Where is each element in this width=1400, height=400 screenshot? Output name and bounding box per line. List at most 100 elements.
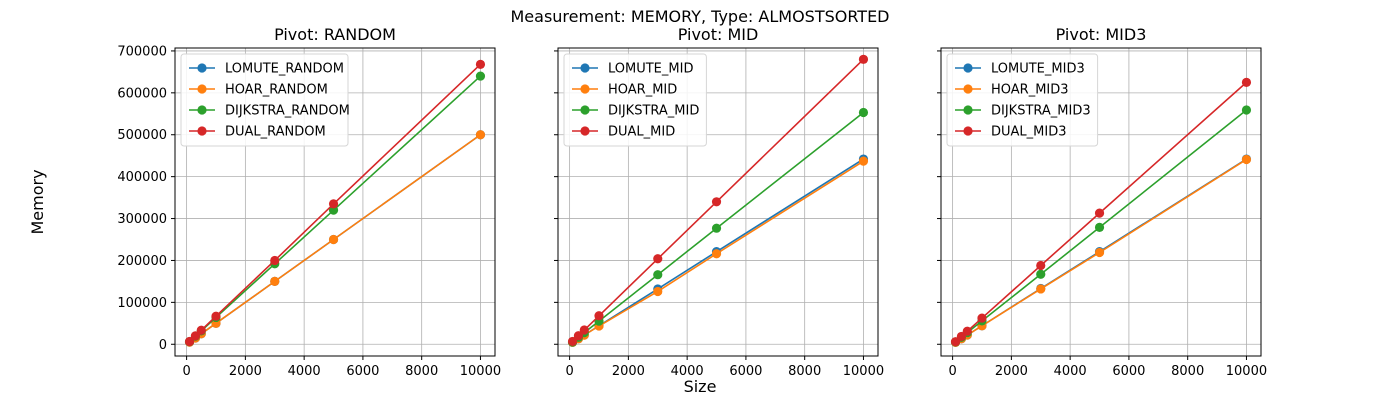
- legend-label: DIJKSTRA_RANDOM: [225, 104, 350, 119]
- data-point: [1094, 222, 1105, 232]
- subplot-1: 0 2000 4000 6000 8000 10000010000020000030000…: [117, 25, 501, 379]
- legend-label: LOMUTE_RANDOM: [225, 62, 344, 77]
- y-tick-label: 400000: [117, 170, 167, 185]
- data-point: [858, 107, 869, 118]
- y-tick-label: 0: [159, 338, 167, 353]
- legend-label: HOAR_MID: [608, 83, 677, 98]
- legend-entry: DIJKSTRA_MID3: [955, 104, 1091, 119]
- data-point: [328, 234, 339, 245]
- legend: LOMUTE_RANDOM HOAR_RANDOM DIJKSTRA_RANDOM D…: [180, 53, 350, 147]
- legend-marker: [963, 105, 973, 115]
- legend-marker: [197, 63, 207, 73]
- data-point: [211, 311, 221, 321]
- data-point: [653, 270, 663, 280]
- x-tick-label: 6000: [1112, 364, 1145, 379]
- x-tick-label: 2000: [229, 364, 262, 379]
- y-tick-label: 600000: [117, 86, 167, 101]
- data-point: [711, 249, 722, 259]
- data-point: [1094, 247, 1105, 258]
- data-point: [1036, 260, 1046, 271]
- series-DUAL_MID3: [950, 77, 1252, 347]
- legend-marker: [580, 63, 590, 73]
- subplot-title: Pivot: MID3: [1056, 25, 1147, 44]
- data-point: [858, 54, 869, 64]
- legend-entry: DIJKSTRA_RANDOM: [189, 104, 350, 119]
- legend-entry: LOMUTE_RANDOM: [189, 62, 344, 77]
- legend-label: DUAL_RANDOM: [225, 125, 326, 140]
- legend-label: DUAL_MID: [608, 125, 675, 140]
- x-tick-label: 4000: [671, 364, 704, 379]
- data-point: [270, 276, 280, 287]
- data-point: [475, 71, 486, 81]
- legend-marker: [580, 84, 590, 94]
- legend-label: DIJKSTRA_MID: [608, 104, 699, 119]
- legend-marker: [197, 84, 207, 94]
- data-point: [950, 337, 961, 347]
- data-point: [1036, 269, 1046, 279]
- x-tick-label: 8000: [405, 364, 438, 379]
- x-tick-label: 0: [948, 364, 956, 379]
- x-tick-label: 4000: [1054, 364, 1087, 379]
- data-point: [1036, 284, 1046, 294]
- legend-marker: [580, 126, 590, 136]
- data-point: [594, 311, 604, 321]
- y-tick-label: 700000: [117, 44, 167, 59]
- figure-xlabel: Size: [684, 377, 717, 396]
- x-tick-label: 0: [182, 364, 190, 379]
- figure-ylabel: Memory: [28, 169, 47, 234]
- legend-box: [563, 53, 707, 147]
- subplots: 0 2000 4000 6000 8000 10000010000020000030000…: [117, 25, 1267, 379]
- legend-entry: DUAL_MID3: [955, 125, 1067, 140]
- axes-frame: [557, 47, 879, 357]
- figure-suptitle: Measurement: MEMORY, Type: ALMOSTSORTED: [511, 7, 890, 26]
- y-tick-label: 300000: [117, 212, 167, 227]
- legend-entry: HOAR_RANDOM: [189, 83, 328, 98]
- data-point: [475, 59, 486, 69]
- data-point: [196, 325, 206, 335]
- x-tick-label: 10000: [1226, 364, 1267, 379]
- data-point: [573, 331, 584, 341]
- data-point: [1241, 77, 1252, 87]
- legend-label: DIJKSTRA_MID3: [991, 104, 1091, 119]
- x-tick-label: 6000: [346, 364, 379, 379]
- data-point: [977, 313, 987, 323]
- x-tick-label: 2000: [612, 364, 645, 379]
- series-DUAL_MID: [567, 54, 869, 347]
- legend-label: DUAL_MID3: [991, 125, 1067, 140]
- legend-entry: DUAL_RANDOM: [189, 125, 326, 140]
- legend-entry: LOMUTE_MID: [572, 62, 693, 77]
- legend: LOMUTE_MID3 HOAR_MID3 DIJKSTRA_MID3 DUAL_MI…: [946, 53, 1099, 147]
- legend-marker: [963, 63, 973, 73]
- data-point: [328, 199, 339, 209]
- legend-marker: [963, 126, 973, 136]
- data-point: [1241, 154, 1252, 165]
- legend: LOMUTE_MID HOAR_MID DIJKSTRA_MID DUAL_MID: [563, 53, 707, 147]
- legend-box: [180, 53, 349, 147]
- subplot-title: Pivot: MID: [678, 25, 759, 44]
- data-point: [579, 325, 589, 335]
- legend-entry: DUAL_MID: [572, 125, 675, 140]
- data-point: [858, 156, 869, 166]
- x-tick-label: 8000: [788, 364, 821, 379]
- y-tick-label: 100000: [117, 296, 167, 311]
- data-point: [711, 197, 722, 207]
- legend-marker: [580, 105, 590, 115]
- legend-label: LOMUTE_MID: [608, 62, 693, 77]
- data-point: [1241, 105, 1252, 115]
- data-point: [653, 286, 663, 297]
- data-point: [567, 336, 578, 347]
- data-point: [956, 331, 967, 342]
- data-point: [328, 205, 339, 215]
- data-point: [475, 130, 486, 140]
- x-tick-label: 8000: [1171, 364, 1204, 379]
- legend-box: [946, 53, 1099, 147]
- data-point: [962, 326, 972, 336]
- x-tick-label: 2000: [995, 364, 1028, 379]
- subplot-3: 0 2000 4000 6000 8000 10000 Pivot: MID3 LOMUTE_…: [937, 25, 1267, 379]
- data-point: [653, 254, 663, 264]
- legend-entry: HOAR_MID: [572, 83, 677, 98]
- x-tick-label: 10000: [460, 364, 501, 379]
- x-tick-label: 0: [565, 364, 573, 379]
- legend-label: LOMUTE_MID3: [991, 62, 1085, 77]
